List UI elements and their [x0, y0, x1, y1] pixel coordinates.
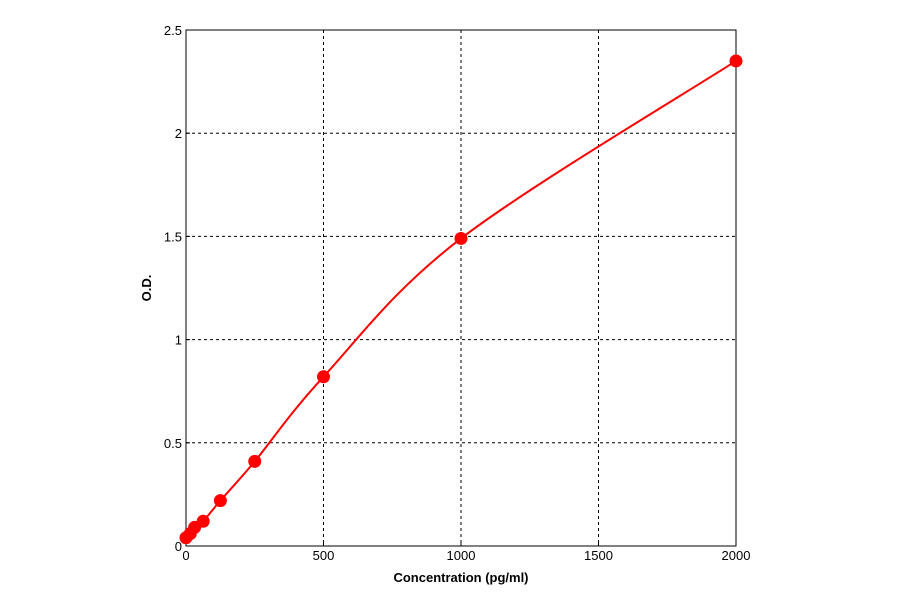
x-tick-label: 1000: [447, 548, 476, 563]
y-axis-title: O.D.: [139, 275, 154, 302]
y-axis-ticks: 0 0.5 1 1.5 2 2.5: [164, 23, 190, 554]
x-tick-label: 1500: [584, 548, 613, 563]
y-tick-label: 0: [175, 539, 182, 554]
data-point: [213, 494, 227, 508]
y-tick-label: 1.5: [164, 229, 182, 244]
x-tick-label: 0: [182, 548, 189, 563]
x-axis-ticks: 0 500 1000 1500 2000: [182, 542, 750, 563]
y-tick-label: 2: [175, 126, 182, 141]
data-point: [317, 370, 330, 384]
y-tick-label: 1: [175, 333, 182, 348]
data-points: [179, 54, 743, 545]
y-tick-label: 2.5: [164, 23, 182, 38]
data-point: [454, 231, 468, 245]
x-tick-label: 2000: [722, 548, 751, 563]
grid: [186, 30, 736, 546]
data-point: [196, 514, 210, 528]
x-tick-label: 500: [313, 548, 335, 563]
y-tick-label: 0.5: [164, 436, 182, 451]
x-axis-title: Concentration (pg/ml): [393, 570, 528, 585]
data-point: [729, 54, 743, 68]
data-point: [248, 454, 262, 468]
